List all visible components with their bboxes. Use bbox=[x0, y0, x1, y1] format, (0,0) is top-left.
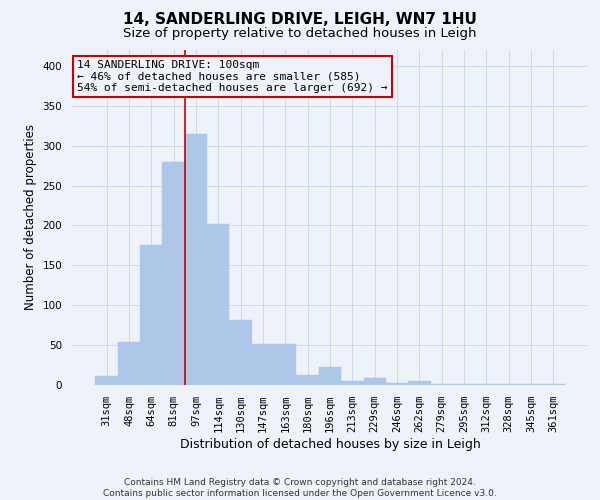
Bar bbox=[520, 384, 542, 385]
Bar bbox=[542, 384, 565, 385]
Bar bbox=[408, 381, 431, 385]
X-axis label: Distribution of detached houses by size in Leigh: Distribution of detached houses by size … bbox=[179, 438, 481, 451]
Bar bbox=[140, 246, 163, 385]
Bar bbox=[118, 342, 140, 385]
Bar bbox=[163, 162, 185, 385]
Bar bbox=[386, 382, 408, 385]
Text: Size of property relative to detached houses in Leigh: Size of property relative to detached ho… bbox=[123, 28, 477, 40]
Bar bbox=[274, 344, 296, 385]
Text: Contains HM Land Registry data © Crown copyright and database right 2024.
Contai: Contains HM Land Registry data © Crown c… bbox=[103, 478, 497, 498]
Bar bbox=[341, 381, 364, 385]
Y-axis label: Number of detached properties: Number of detached properties bbox=[24, 124, 37, 310]
Bar bbox=[296, 374, 319, 385]
Bar bbox=[185, 134, 207, 385]
Bar bbox=[207, 224, 229, 385]
Bar bbox=[497, 384, 520, 385]
Bar bbox=[431, 384, 453, 385]
Bar bbox=[453, 384, 475, 385]
Text: 14, SANDERLING DRIVE, LEIGH, WN7 1HU: 14, SANDERLING DRIVE, LEIGH, WN7 1HU bbox=[123, 12, 477, 28]
Bar bbox=[252, 344, 274, 385]
Bar bbox=[229, 320, 252, 385]
Bar bbox=[319, 366, 341, 385]
Bar bbox=[364, 378, 386, 385]
Bar bbox=[95, 376, 118, 385]
Bar bbox=[475, 384, 497, 385]
Text: 14 SANDERLING DRIVE: 100sqm
← 46% of detached houses are smaller (585)
54% of se: 14 SANDERLING DRIVE: 100sqm ← 46% of det… bbox=[77, 60, 388, 93]
